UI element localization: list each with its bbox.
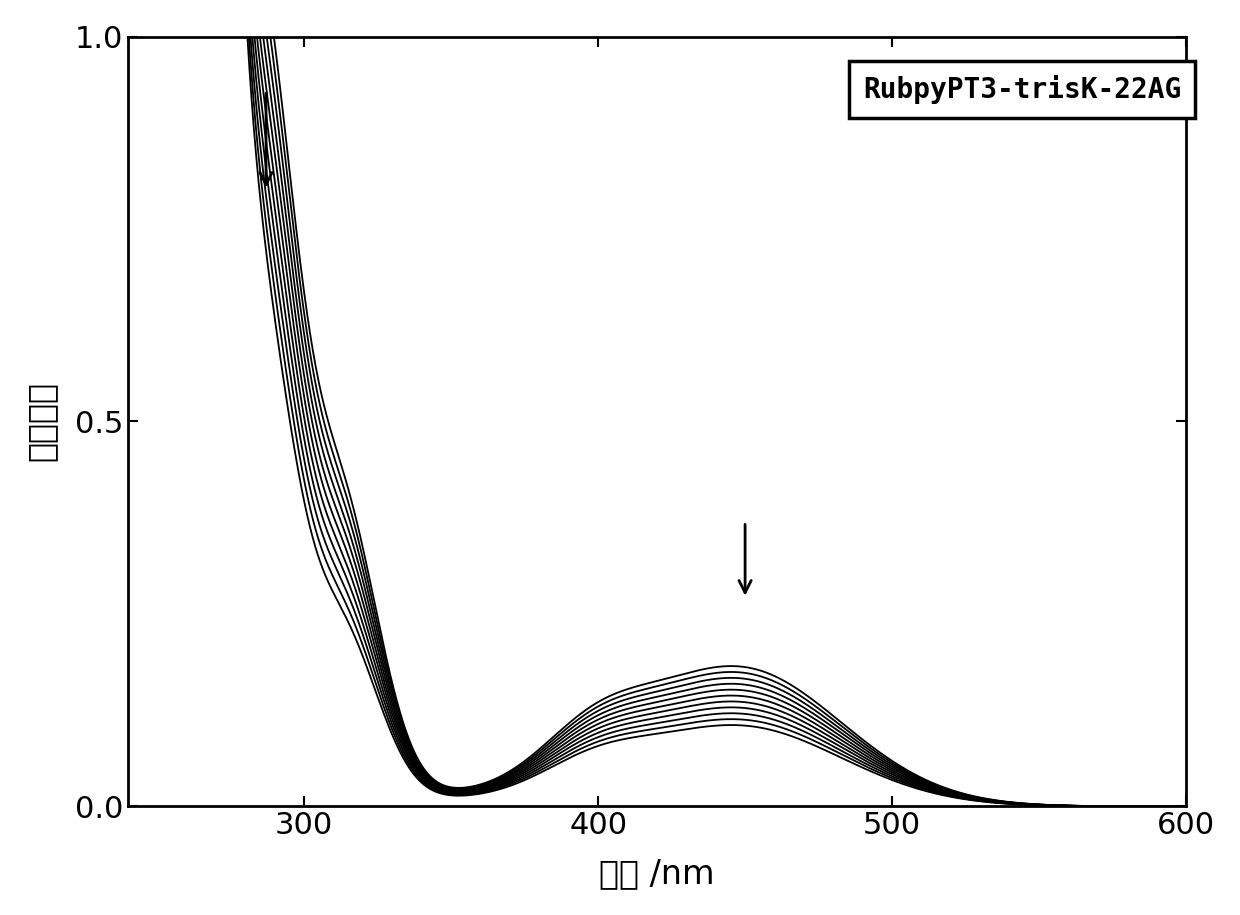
Y-axis label: 吸收强度: 吸收强度: [25, 382, 58, 461]
X-axis label: 波长 /nm: 波长 /nm: [599, 857, 714, 890]
Text: RubpyPT3-trisK-22AG: RubpyPT3-trisK-22AG: [863, 75, 1182, 104]
